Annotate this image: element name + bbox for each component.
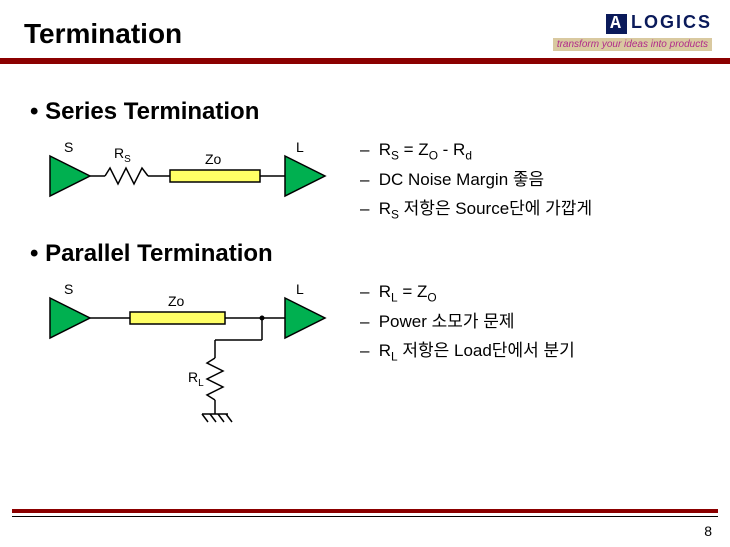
parallel-l-label: L	[296, 281, 304, 297]
page-title: Termination	[24, 18, 182, 50]
parallel-bullets: – RL = ZO– Power 소모가 문제– RL 저항은 Load단에서 …	[360, 278, 710, 366]
series-bullets: – RS = ZO - Rd– DC Noise Margin 좋음– RS 저…	[360, 136, 710, 224]
parallel-s-label: S	[64, 281, 73, 297]
resistor-rl-icon	[207, 358, 223, 400]
source-buffer-icon	[50, 156, 90, 196]
parallel-heading: • Parallel Termination	[30, 240, 710, 268]
parallel-diagram: S Zo L RL	[40, 278, 340, 438]
series-heading: • Series Termination	[30, 98, 710, 126]
bullet-item: – DC Noise Margin 좋음	[360, 166, 710, 195]
series-l-label: L	[296, 139, 304, 155]
source-buffer-icon	[50, 298, 90, 338]
parallel-rl-label: RL	[188, 369, 204, 389]
ground-icon	[218, 414, 224, 422]
bullet-item: – RL = ZO	[360, 278, 710, 308]
load-buffer-icon	[285, 156, 325, 196]
brand-tagline: transform your ideas into products	[553, 38, 712, 51]
parallel-svg: S Zo L RL	[40, 278, 340, 438]
bullet-item: – RS = ZO - Rd	[360, 136, 710, 166]
series-s-label: S	[64, 139, 73, 155]
brand-block: ALOGICS transform your ideas into produc…	[553, 12, 712, 52]
bottom-rule-thin	[12, 516, 718, 517]
series-svg: S RS Zo L	[40, 136, 340, 226]
brand-logo: ALOGICS	[553, 12, 712, 34]
resistor-rs-icon	[105, 168, 148, 184]
bullet-item: – RS 저항은 Source단에 가깝게	[360, 195, 710, 225]
transmission-line-icon	[170, 170, 260, 182]
brand-name: LOGICS	[631, 12, 712, 32]
series-rs-label: RS	[114, 145, 131, 165]
page-number: 8	[704, 523, 712, 539]
series-diagram: S RS Zo L	[40, 136, 340, 226]
bottom-rule	[12, 509, 718, 513]
ground-icon	[226, 414, 232, 422]
load-buffer-icon	[285, 298, 325, 338]
bullet-item: – Power 소모가 문제	[360, 308, 710, 337]
ground-icon	[210, 414, 216, 422]
ground-icon	[202, 414, 208, 422]
parallel-zo-label: Zo	[168, 293, 185, 309]
brand-prefix: A	[606, 14, 627, 34]
transmission-line-icon	[130, 312, 225, 324]
series-zo-label: Zo	[205, 151, 222, 167]
bullet-item: – RL 저항은 Load단에서 분기	[360, 337, 710, 367]
